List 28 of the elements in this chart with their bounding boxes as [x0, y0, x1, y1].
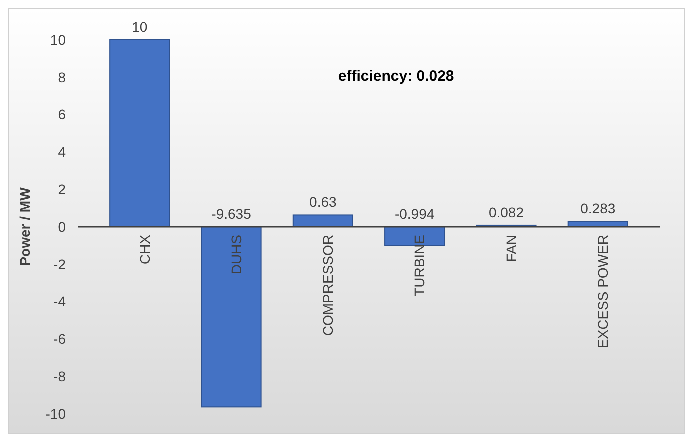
bar — [110, 40, 170, 228]
annotation: efficiency: 0.028 — [338, 68, 454, 86]
data-label: 10 — [132, 19, 148, 35]
x-tick-label: COMPRESSOR — [320, 235, 336, 336]
y-tick-label: 10 — [50, 32, 66, 48]
x-tick-label: FAN — [503, 235, 520, 262]
data-label: 0.082 — [488, 204, 524, 220]
y-tick-label: 8 — [58, 69, 66, 86]
bar — [201, 226, 262, 408]
x-tick-label: TURBINE — [412, 235, 428, 296]
data-label: -0.994 — [394, 206, 435, 222]
x-tick-label: DUHS — [228, 235, 244, 275]
x-tick-label: EXCESS POWER — [595, 235, 612, 349]
y-tick-label: 2 — [58, 182, 66, 198]
y-tick-label: -8 — [54, 368, 66, 384]
data-label: 0.63 — [310, 194, 338, 210]
y-tick-label: -2 — [54, 256, 66, 272]
y-tick-label: -10 — [46, 406, 66, 422]
y-tick-label: -4 — [54, 294, 66, 310]
bar — [292, 214, 354, 228]
data-label: -9.635 — [212, 206, 252, 222]
y-tick-label: 6 — [58, 106, 66, 123]
data-label: 0.283 — [580, 200, 616, 217]
y-tick-label: -6 — [54, 331, 66, 348]
y-axis-title: Power / MW — [17, 186, 33, 266]
x-tick-label: CHX — [136, 234, 153, 265]
y-tick-label: 0 — [58, 218, 66, 235]
y-tick-label: 4 — [58, 144, 66, 160]
